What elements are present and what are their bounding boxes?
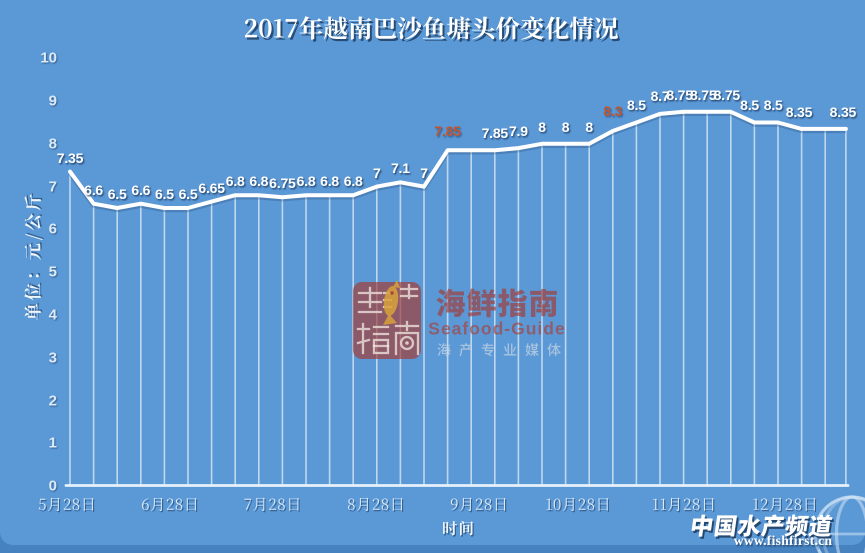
data-label: 6.5: [107, 186, 127, 202]
data-label: 7: [373, 164, 381, 181]
x-tick-label: [244, 497, 301, 513]
data-label: 7.9: [508, 123, 528, 140]
y-tick-label: 3: [48, 349, 57, 367]
watermark-seal-logo: [353, 280, 421, 359]
data-label: 8.5: [763, 96, 783, 113]
website-url: www.fishfirst.cn: [733, 533, 833, 548]
x-tick-label: [347, 497, 404, 513]
data-label: 6.5: [178, 186, 198, 202]
y-tick-label: 9: [48, 92, 57, 110]
drop-lines: [69, 113, 847, 485]
price-line: [68, 109, 848, 210]
y-tick-label: 7: [48, 178, 57, 196]
data-label: 7.85: [481, 125, 509, 142]
watermark-name-zh: [436, 288, 557, 318]
x-tick-label: [652, 497, 715, 513]
data-label: 8.7: [650, 87, 670, 104]
x-tick-label: [753, 497, 817, 513]
x-tick-label: [38, 497, 95, 513]
data-label: 6.75: [269, 175, 296, 192]
x-tick-label: [450, 497, 507, 513]
data-label: 8: [561, 118, 570, 135]
data-label: 6.8: [225, 173, 245, 190]
data-label: 7.85: [434, 123, 461, 140]
x-tick-label: [141, 497, 198, 513]
data-label: 6.8: [320, 173, 340, 190]
data-label: 6.65: [198, 179, 225, 196]
data-label: 8.35: [829, 103, 857, 120]
data-label: 8: [538, 118, 546, 135]
data-label: 8: [585, 118, 593, 135]
data-label: 6.8: [249, 173, 269, 190]
chart-title: [244, 16, 620, 42]
data-label: 8.75: [713, 86, 741, 103]
data-label: 6.6: [84, 181, 104, 198]
data-label: 6.8: [343, 173, 363, 190]
data-label: 7.1: [390, 160, 410, 177]
data-label: 8.5: [626, 96, 646, 113]
data-label: 7: [420, 164, 428, 181]
data-label: 8.75: [689, 86, 717, 103]
data-label: 7.35: [56, 149, 84, 166]
y-tick-label: 1: [48, 434, 57, 452]
y-tick-label: 2: [48, 392, 57, 409]
data-label: 8.35: [785, 103, 813, 120]
data-label: 8.75: [666, 86, 693, 103]
data-label: 6.5: [154, 186, 174, 202]
x-tick-label: [546, 497, 610, 513]
x-axis-title: [443, 520, 475, 537]
y-tick-label: 8: [48, 135, 57, 153]
data-label: 6.6: [131, 181, 151, 198]
y-tick-label: 5: [48, 263, 57, 281]
y-tick-label: 0: [48, 477, 57, 495]
data-label: 6.8: [296, 173, 316, 190]
watermark-name-en: Seafood-Guide: [428, 318, 566, 339]
data-label: 8.5: [740, 96, 760, 113]
y-axis-title: [24, 192, 44, 321]
data-label: 8.3: [603, 103, 623, 119]
y-tick-label: 4: [48, 306, 57, 324]
y-tick-label: 10: [40, 49, 57, 67]
y-tick-label: 6: [48, 220, 57, 238]
